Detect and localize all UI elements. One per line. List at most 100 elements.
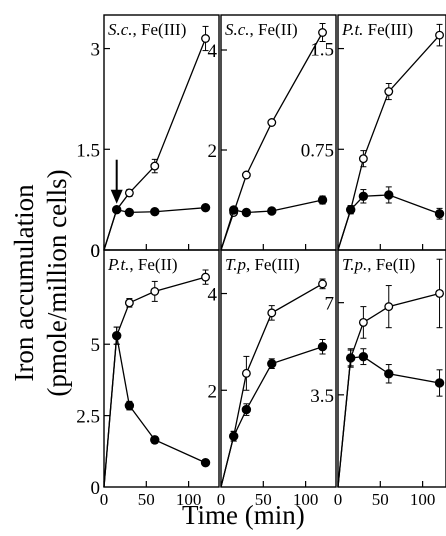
panel-frame: [337, 14, 446, 251]
arrow-head: [110, 189, 123, 204]
data-point-open: [318, 279, 327, 289]
data-point-filled: [200, 458, 211, 468]
data-point-filled: [317, 342, 328, 352]
series-filled: [103, 326, 211, 488]
data-point-open: [241, 170, 251, 180]
data-point-open: [150, 161, 160, 171]
data-point-open: [124, 298, 134, 308]
data-point-filled: [241, 207, 252, 218]
y-tick-label: 1.5: [310, 40, 334, 61]
series-line: [103, 38, 207, 251]
data-point-open: [201, 34, 210, 43]
data-point-filled: [434, 378, 445, 388]
data-point-filled: [150, 435, 160, 445]
y-axis-label-line2: (pmole/million cells): [42, 169, 72, 397]
data-point-filled: [241, 404, 252, 415]
y-tick-label: 4: [208, 41, 218, 62]
x-tick-label: 50: [372, 490, 389, 509]
panel-5: T.p, Fe(III) 2 4 0 50 100: [208, 249, 337, 509]
y-tick-label: 0.75: [301, 140, 334, 161]
data-point-open: [267, 118, 277, 127]
y-tick-label: 1.5: [76, 140, 100, 161]
series-line: [337, 34, 441, 251]
panels-group: S.c., Fe(III) 0 1.5 3 0 S.c., Fe(II) 2 4 P.t. Fe…: [76, 14, 446, 509]
x-tick-label: 0: [334, 490, 343, 509]
series-open: [103, 25, 210, 251]
y-tick-label: 3: [91, 40, 101, 61]
data-point-open: [150, 286, 160, 296]
y-tick-label: 3.5: [310, 386, 334, 407]
data-point-filled: [384, 369, 394, 379]
data-point-filled: [358, 351, 369, 362]
x-tick-label: 100: [410, 490, 436, 509]
data-point-filled: [111, 330, 122, 341]
panel-frame: [103, 14, 220, 251]
y-tick-label: 2.5: [76, 407, 100, 428]
series-filled: [220, 338, 328, 488]
data-point-filled: [317, 195, 328, 205]
y-tick-label: 2: [208, 141, 218, 162]
panel-label: S.c., Fe(III): [108, 20, 186, 39]
data-point-open: [267, 308, 277, 318]
data-point-filled: [358, 191, 369, 201]
data-point-filled: [267, 358, 277, 369]
y-tick-label: 7: [325, 294, 335, 315]
data-point-open: [201, 272, 210, 282]
data-point-filled: [434, 209, 445, 219]
data-point-filled: [345, 205, 356, 215]
data-point-filled: [124, 207, 135, 218]
panel-label: P.t. Fe(III): [341, 20, 413, 39]
data-point-open: [384, 87, 394, 96]
y-axis-label-line1: Iron accumulation: [9, 184, 39, 382]
panel-label: T.p, Fe(III): [225, 255, 300, 274]
series-filled: [337, 348, 445, 488]
data-point-filled: [228, 205, 239, 215]
x-tick-label: 0: [100, 490, 109, 509]
series-filled: [337, 186, 445, 251]
data-point-open: [241, 368, 251, 378]
data-point-filled: [345, 353, 356, 363]
series-open: [220, 278, 327, 488]
series-line: [103, 335, 206, 488]
data-point-filled: [200, 203, 211, 213]
y-tick-label: 4: [208, 285, 218, 306]
series-open: [337, 23, 444, 251]
y-tick-label-zero: 0: [91, 478, 101, 499]
series-filled: [103, 203, 211, 251]
data-point-open: [358, 154, 368, 164]
panel-label: S.c., Fe(II): [225, 20, 298, 39]
panel-label: T.p., Fe(II): [342, 255, 415, 274]
y-tick-label: 0: [91, 241, 101, 262]
panel-1: S.c., Fe(III)01.530: [76, 14, 220, 262]
x-tick-label: 100: [293, 490, 319, 509]
panel-6: T.p., Fe(II) 3.5 7 0 50 100: [310, 249, 446, 509]
panel-3: P.t. Fe(III) 0.75 1.5: [301, 14, 446, 251]
data-point-filled: [228, 431, 239, 441]
data-point-open: [435, 289, 444, 298]
series-open: [103, 269, 210, 488]
x-tick-label: 0: [217, 490, 226, 509]
panel-frame: [103, 249, 220, 488]
x-tick-label: 100: [176, 490, 202, 509]
panel-2: S.c., Fe(II) 2 4: [208, 14, 337, 251]
y-tick-label: 2: [208, 381, 218, 402]
series-filled: [220, 195, 328, 251]
panel-label: P.t., Fe(II): [107, 255, 178, 274]
x-tick-label: 50: [138, 490, 155, 509]
y-tick-label: 5: [91, 335, 101, 356]
data-point-open: [318, 28, 327, 37]
data-point-filled: [267, 206, 277, 216]
panel-frame: [337, 249, 446, 488]
y-axis-label: Iron accumulation (pmole/million cells): [8, 128, 74, 438]
data-point-open: [124, 188, 134, 198]
data-point-filled: [150, 207, 160, 217]
x-tick-label: 50: [255, 490, 272, 509]
data-point-filled: [124, 400, 135, 411]
x-axis-label: Time (min): [182, 500, 305, 530]
data-point-filled: [384, 190, 394, 200]
panel-frame: [220, 249, 337, 488]
data-point-open: [358, 317, 368, 327]
data-point-open: [384, 302, 394, 312]
y-tick-label-zero: 0: [91, 241, 101, 262]
